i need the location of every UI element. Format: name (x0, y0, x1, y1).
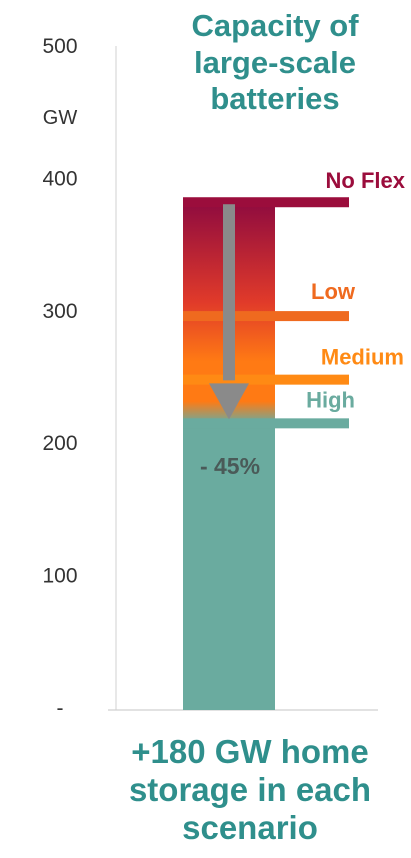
arrow-head (209, 383, 249, 420)
chart-subtitle: +180 GW home storage in each scenario (95, 733, 405, 847)
scenario-marker (183, 311, 349, 322)
chart-subtitle-line: storage in each (128, 770, 372, 808)
scenario-marker (183, 197, 349, 208)
y-tick-label: - (57, 697, 64, 720)
chart-title-line: Capacity of (191, 8, 359, 43)
chart-subtitle-line: +180 GW home (131, 733, 369, 770)
scenario-markers: No Flex Low Medium High (183, 168, 406, 429)
chart-subtitle-line: scenario (182, 808, 318, 846)
y-unit-label: GW (43, 107, 78, 129)
scenario-label: No Flex (326, 168, 406, 193)
y-tick-label: 300 (42, 300, 77, 323)
chart-title-line: large-scale (194, 44, 356, 80)
scenario-label: Medium (321, 345, 404, 370)
chart-title-line: batteries (210, 81, 340, 117)
scenario-marker (183, 418, 349, 429)
y-axis: 500 400 300 200 100 - GW (42, 35, 378, 720)
chart-title: Capacity of large-scale batteries (165, 8, 385, 118)
y-tick-label: 100 (42, 565, 77, 588)
arrow-shaft (223, 204, 235, 381)
scenario-label: High (306, 387, 355, 412)
reduction-arrow: - 45% (200, 204, 260, 479)
scenario-marker (183, 374, 349, 385)
scenario-label: Low (311, 279, 356, 304)
y-tick-label: 200 (42, 432, 77, 455)
y-tick-label: 500 (42, 35, 77, 58)
change-percent-label: - 45% (200, 453, 260, 479)
bar-base-segment (183, 423, 275, 710)
y-tick-label: 400 (42, 167, 77, 190)
